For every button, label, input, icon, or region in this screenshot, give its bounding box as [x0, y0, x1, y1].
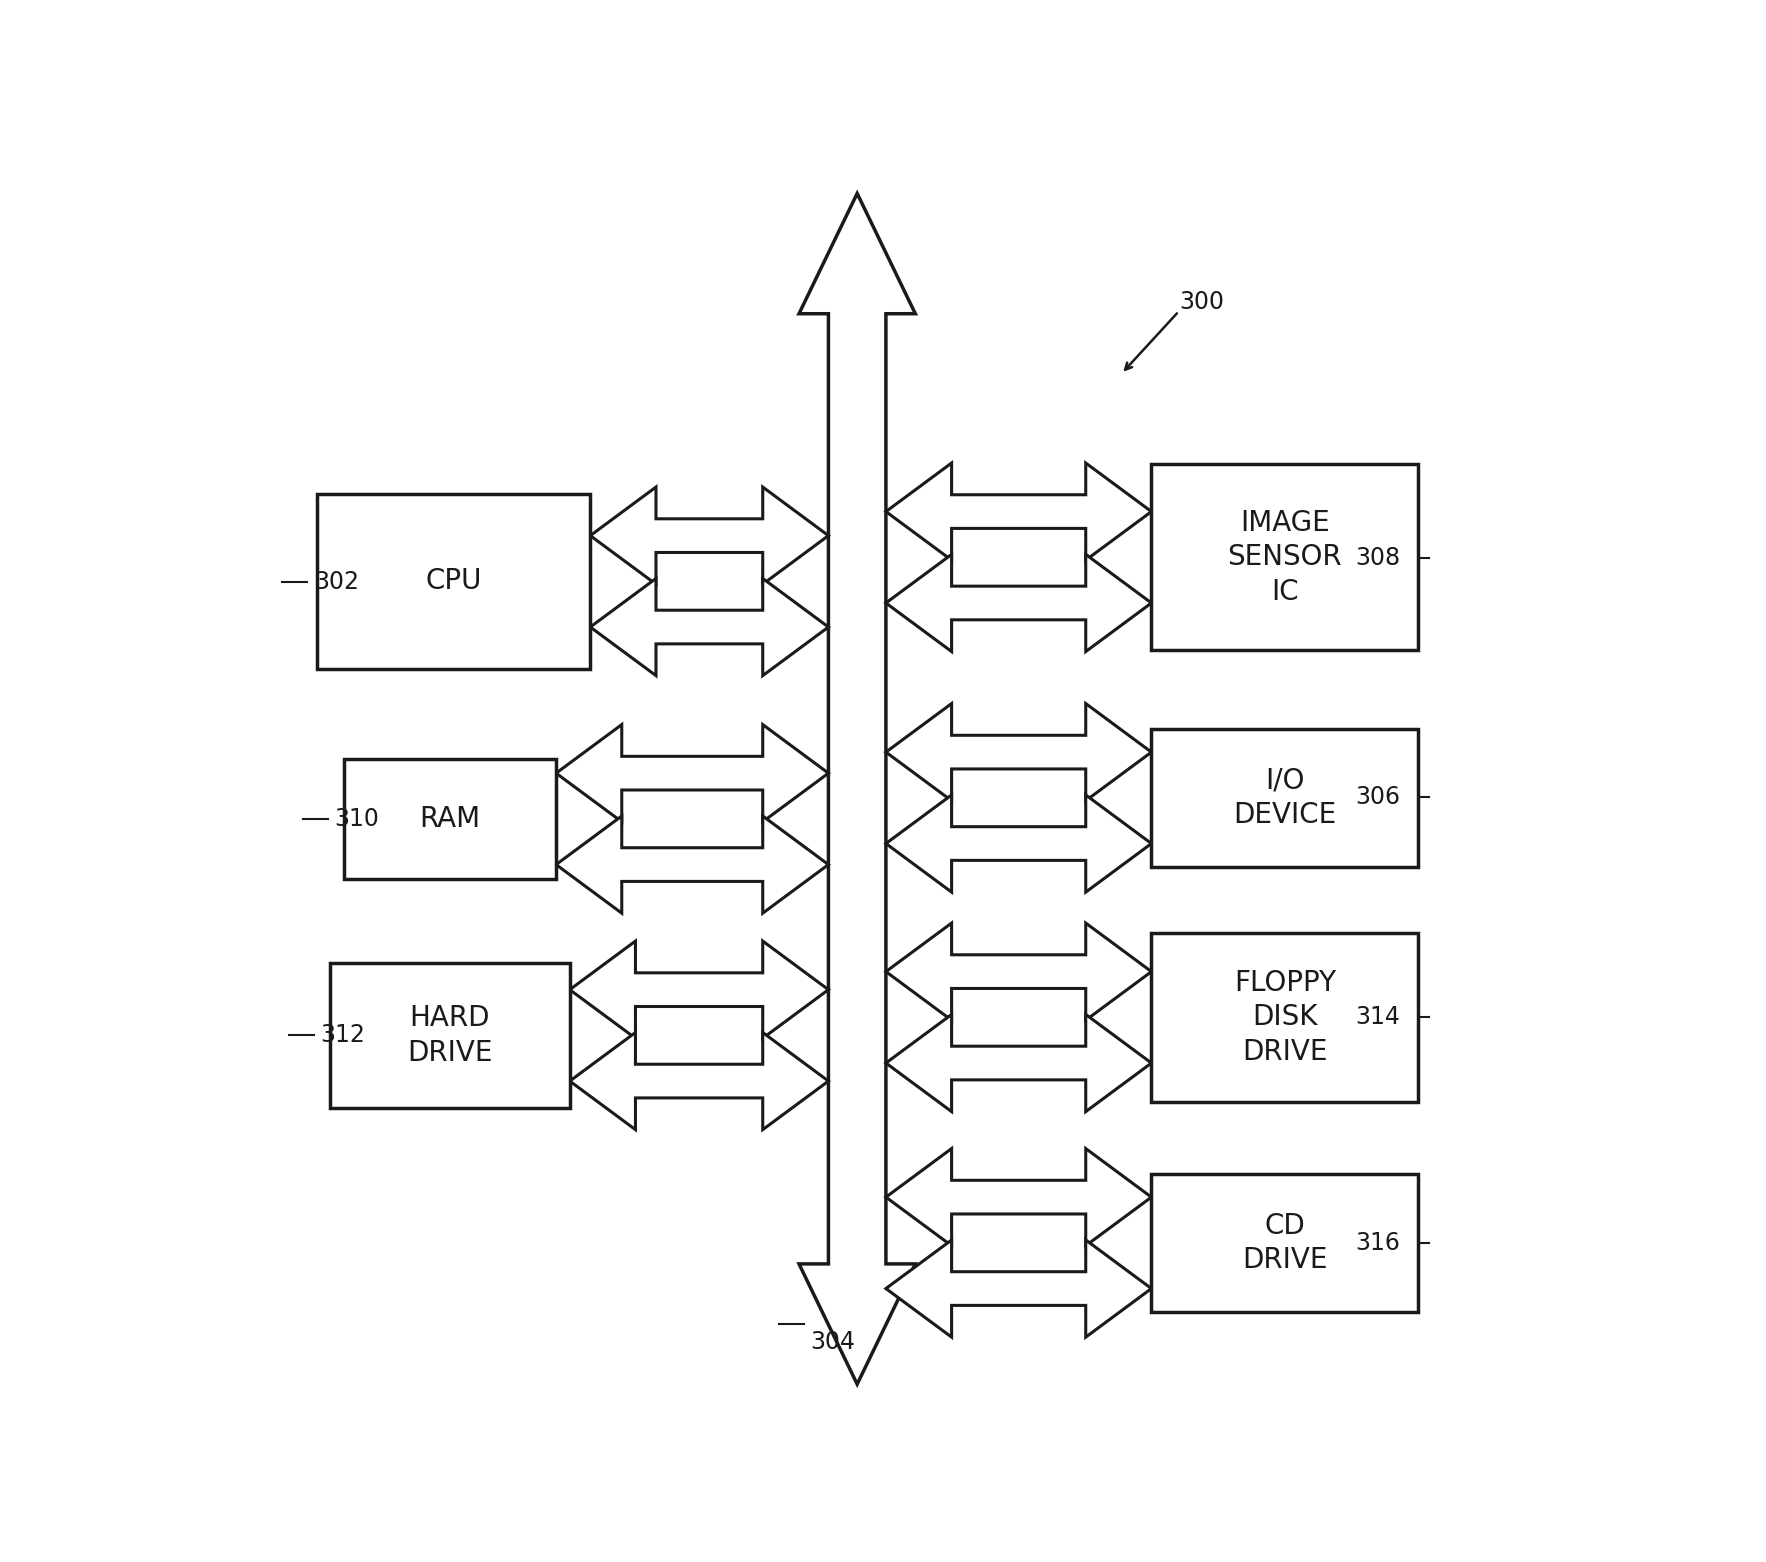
Polygon shape [556, 815, 828, 914]
Polygon shape [590, 578, 828, 676]
Text: 304: 304 [811, 1331, 857, 1354]
Bar [344, 759, 556, 879]
Text: RAM: RAM [420, 804, 480, 833]
Text: 310: 310 [334, 808, 380, 831]
Polygon shape [570, 1032, 828, 1129]
Text: FLOPPY
DISK
DRIVE: FLOPPY DISK DRIVE [1234, 968, 1335, 1065]
Text: 316: 316 [1356, 1231, 1400, 1256]
Text: HARD
DRIVE: HARD DRIVE [408, 1004, 493, 1067]
Polygon shape [887, 703, 1151, 801]
Polygon shape [887, 555, 1151, 651]
Polygon shape [570, 940, 828, 1039]
Polygon shape [887, 1148, 1151, 1246]
Polygon shape [887, 1240, 1151, 1337]
Polygon shape [590, 487, 828, 584]
Bar [316, 494, 590, 669]
Text: 302: 302 [314, 570, 358, 594]
Text: 312: 312 [321, 1023, 366, 1048]
Text: 314: 314 [1356, 1006, 1400, 1029]
Polygon shape [887, 795, 1151, 892]
Polygon shape [887, 462, 1151, 561]
Bar [1151, 464, 1418, 650]
Text: CD
DRIVE: CD DRIVE [1241, 1212, 1328, 1275]
Text: 308: 308 [1355, 545, 1400, 570]
Polygon shape [556, 725, 828, 822]
Bar [330, 964, 570, 1107]
Text: IMAGE
SENSOR
IC: IMAGE SENSOR IC [1227, 509, 1342, 606]
Polygon shape [887, 923, 1151, 1020]
Text: I/O
DEVICE: I/O DEVICE [1233, 767, 1337, 829]
Polygon shape [887, 1014, 1151, 1112]
Polygon shape [798, 194, 915, 1384]
Bar [1151, 728, 1418, 867]
Text: CPU: CPU [426, 567, 482, 595]
Text: 300: 300 [1180, 289, 1224, 314]
Text: 306: 306 [1356, 786, 1400, 809]
Bar [1151, 1173, 1418, 1312]
Bar [1151, 933, 1418, 1101]
